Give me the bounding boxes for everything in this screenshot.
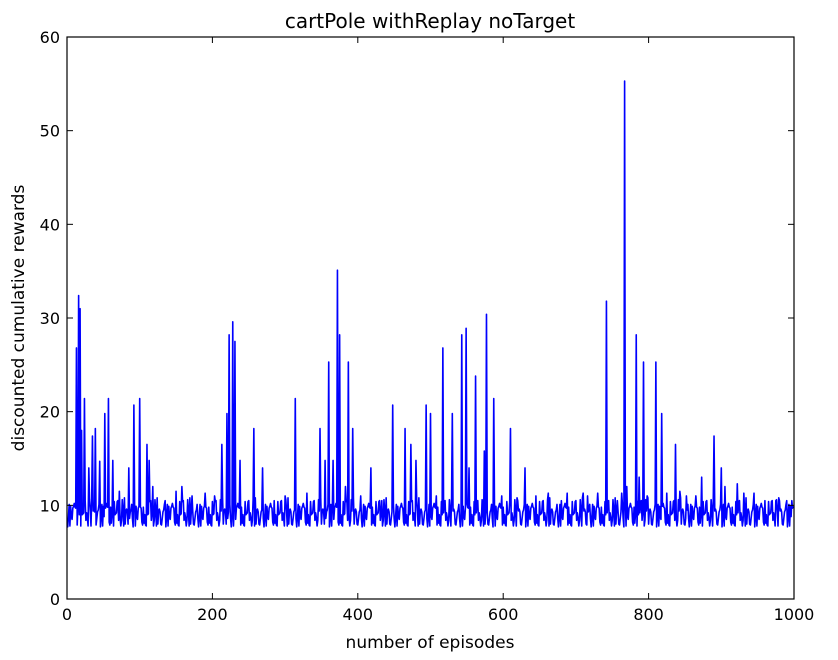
x-axis-ticks: 0 200 400 600 800 1000 bbox=[62, 37, 814, 624]
x-tick-label: 800 bbox=[633, 605, 664, 624]
x-tick-label: 1000 bbox=[774, 605, 815, 624]
y-tick-label: 60 bbox=[40, 28, 60, 47]
x-tick-label: 0 bbox=[62, 605, 72, 624]
y-axis-ticks: 0 10 20 30 40 50 60 bbox=[40, 28, 794, 609]
y-tick-label: 50 bbox=[40, 122, 60, 141]
chart-title: cartPole withReplay noTarget bbox=[285, 9, 576, 33]
y-axis-label: discounted cumulative rewards bbox=[9, 185, 29, 452]
y-tick-label: 0 bbox=[50, 590, 60, 609]
y-tick-label: 10 bbox=[40, 496, 60, 515]
x-tick-label: 600 bbox=[488, 605, 519, 624]
x-axis-label: number of episodes bbox=[346, 633, 515, 653]
series-line bbox=[67, 80, 794, 528]
y-tick-label: 30 bbox=[40, 309, 60, 328]
x-tick-label: 200 bbox=[197, 605, 228, 624]
x-tick-label: 400 bbox=[343, 605, 374, 624]
y-tick-label: 20 bbox=[40, 403, 60, 422]
y-tick-label: 40 bbox=[40, 215, 60, 234]
